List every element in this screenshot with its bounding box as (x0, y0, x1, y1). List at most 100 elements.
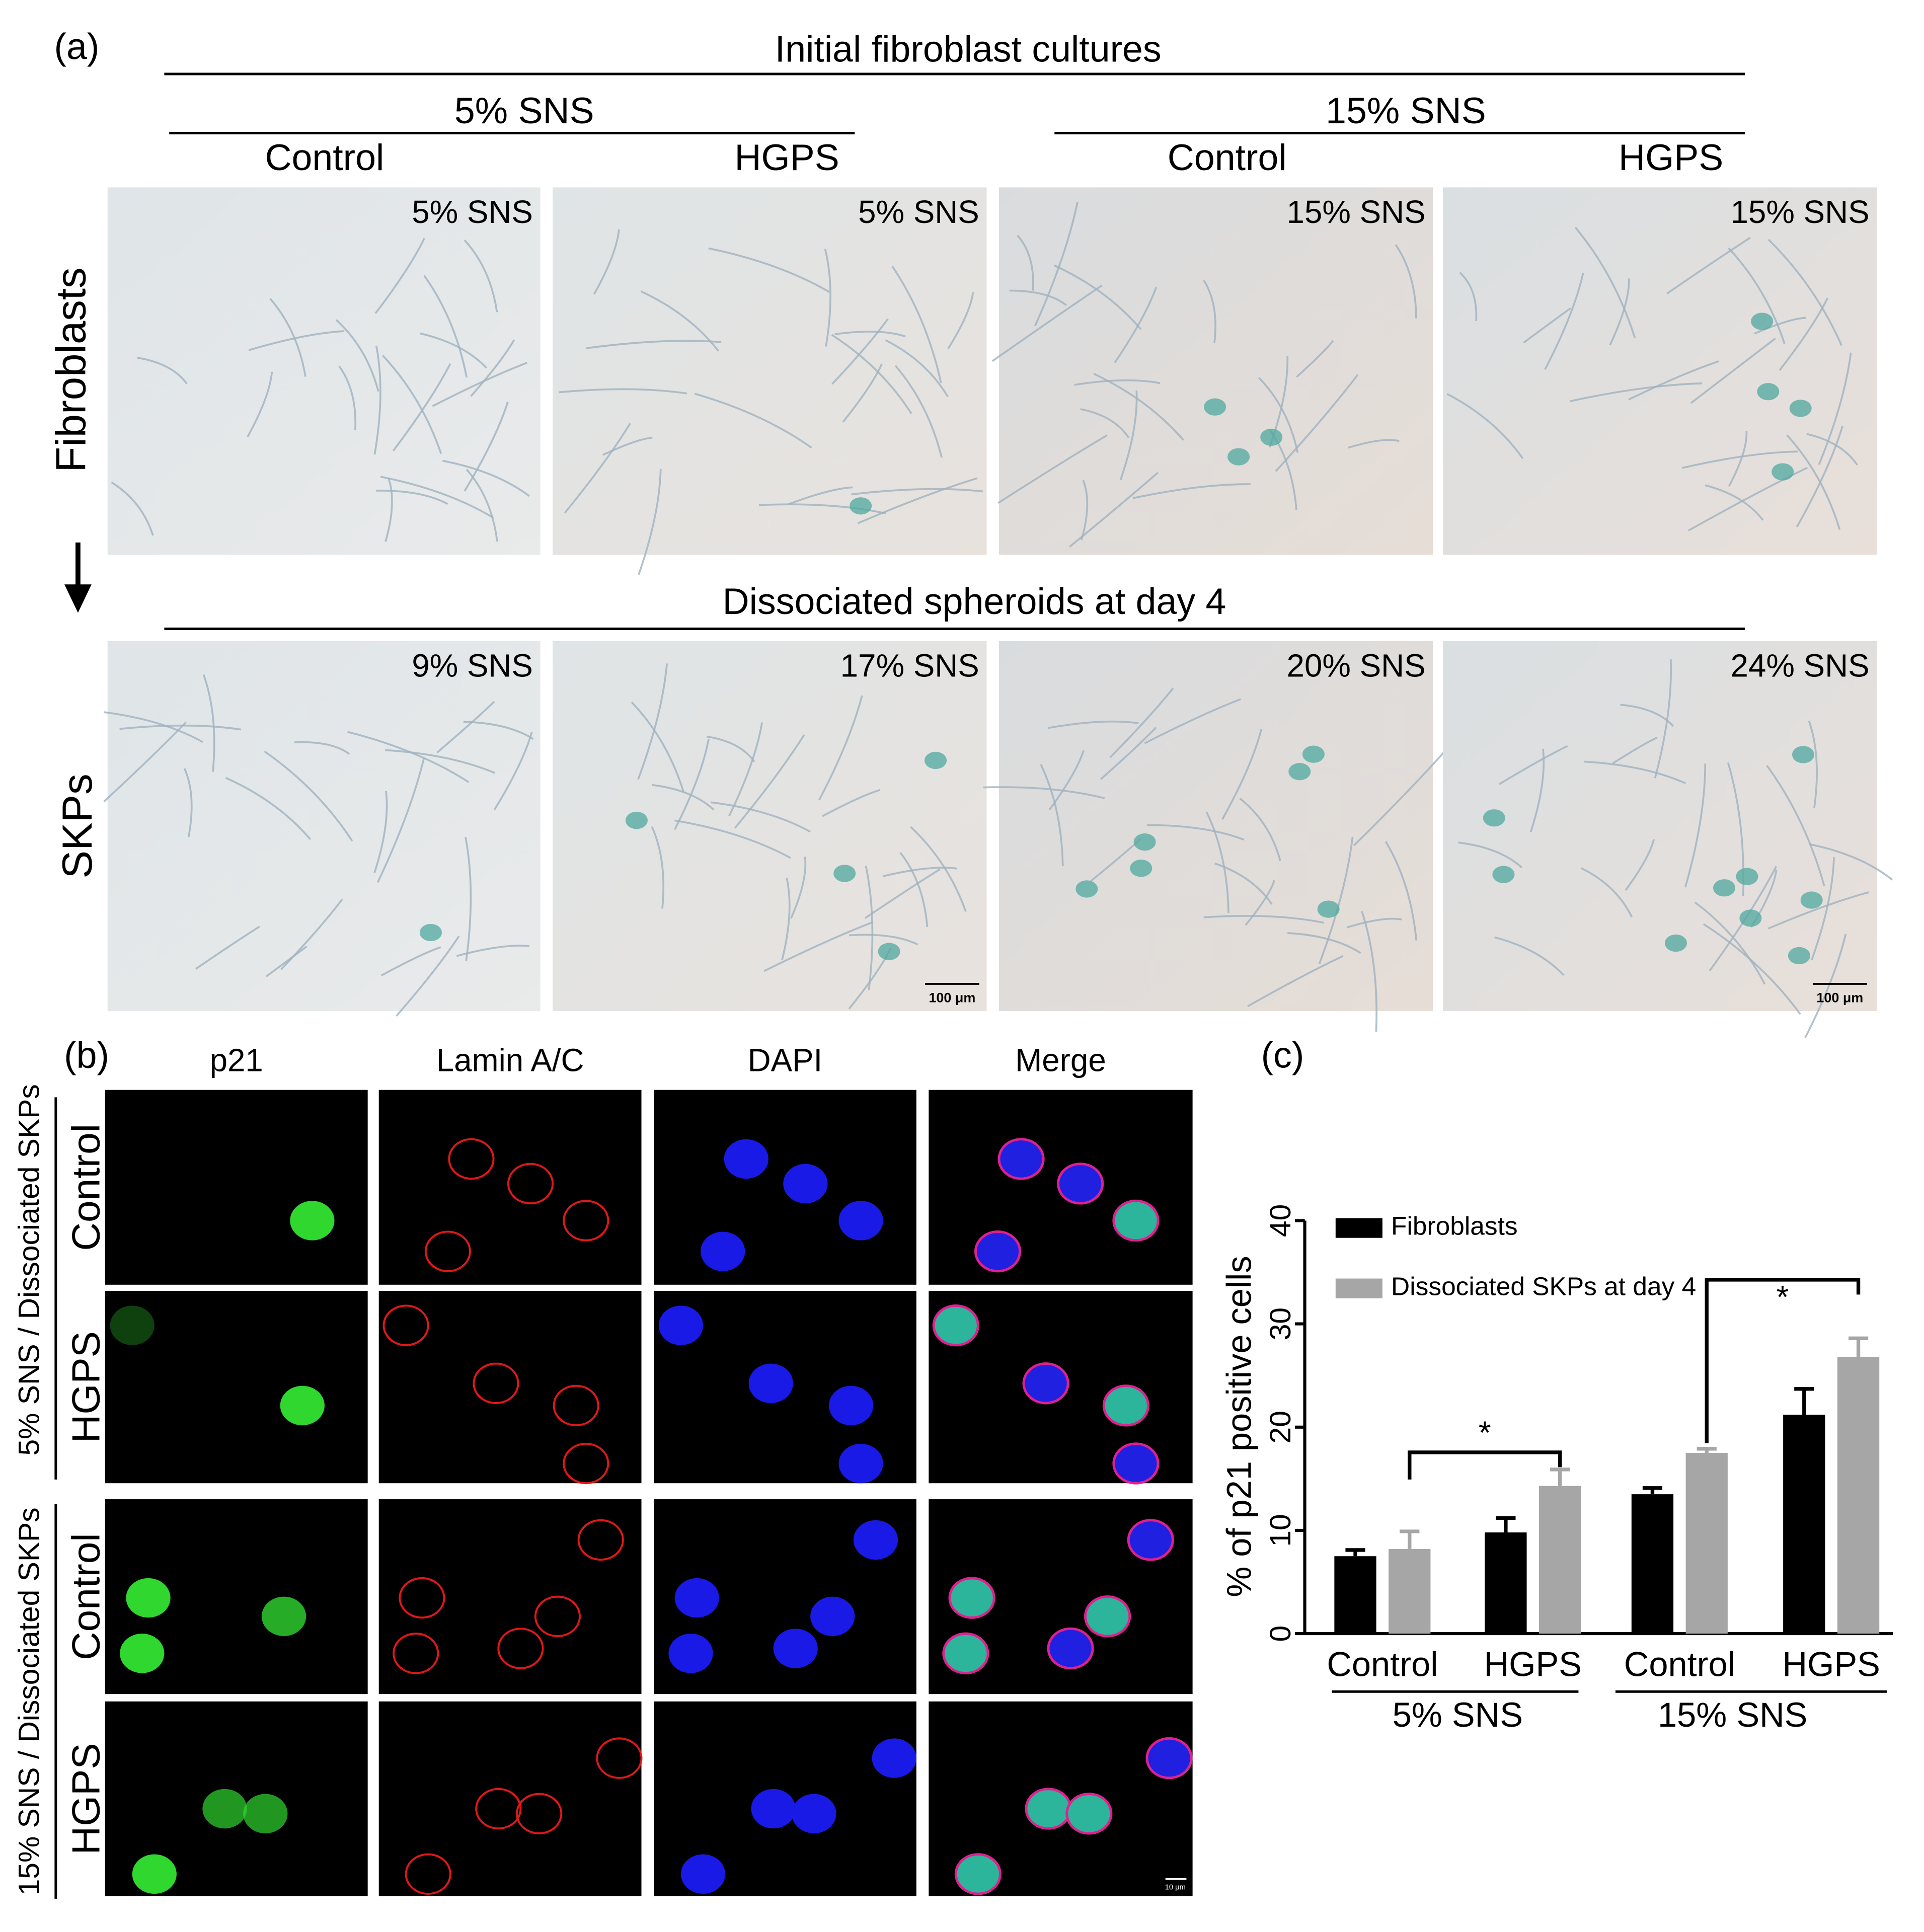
nucleus (507, 1163, 554, 1205)
cell (103, 721, 187, 803)
cell (119, 724, 242, 731)
nucleus (872, 1738, 916, 1778)
nucleus (405, 1853, 451, 1895)
cell (1688, 467, 1808, 531)
cell (1048, 720, 1139, 729)
stained-cell (1075, 880, 1098, 898)
nucleus (674, 1578, 719, 1618)
nucleus (534, 1595, 581, 1637)
cell (1767, 891, 1870, 930)
cell (1609, 278, 1630, 346)
cell (103, 711, 204, 743)
panel-title: Initial fibroblast cultures (775, 28, 1162, 69)
cell (947, 292, 974, 349)
cell (851, 488, 983, 496)
nucleus (1022, 1362, 1069, 1405)
cell (710, 801, 811, 833)
cell (1074, 379, 1161, 386)
cell (1258, 377, 1299, 453)
cell (763, 921, 874, 972)
y-tick-label: 0 (1264, 1626, 1297, 1642)
cell (376, 758, 425, 883)
cell (1296, 340, 1334, 378)
nucleus (1127, 1519, 1174, 1561)
image-label: 24% SNS (1731, 648, 1870, 684)
cell (674, 738, 710, 830)
stained-cell (1792, 746, 1815, 763)
column-label: Control (1168, 136, 1287, 178)
nucleus (1084, 1595, 1131, 1638)
panel-label: (a) (54, 25, 100, 67)
stained-cell (1260, 428, 1283, 446)
cell (790, 857, 807, 919)
cell (1580, 867, 1633, 918)
column-label: Merge (1015, 1043, 1106, 1078)
bar (1334, 1556, 1376, 1634)
stained-cell (1772, 463, 1794, 481)
cell (831, 318, 889, 385)
cell (396, 936, 460, 1017)
cell (247, 371, 273, 437)
nucleus (853, 1520, 898, 1560)
cell (202, 674, 215, 772)
cell (1384, 841, 1418, 941)
cell (264, 750, 353, 842)
stained-cell (850, 497, 872, 515)
cell (1727, 247, 1786, 344)
bar (1539, 1486, 1581, 1634)
group-label: 5% SNS (1393, 1695, 1523, 1734)
cell (899, 852, 929, 928)
cell (1705, 484, 1764, 521)
cell (1144, 698, 1241, 744)
cell (1498, 745, 1568, 785)
panel-subtitle: Dissociated spheroids at day 4 (723, 580, 1226, 622)
cell (1529, 748, 1545, 832)
cell (864, 868, 941, 919)
legend-swatch (1335, 1218, 1382, 1238)
nucleus (948, 1577, 995, 1619)
fluorescence-image (378, 1291, 642, 1484)
cell (708, 247, 830, 293)
nucleus (773, 1629, 818, 1668)
row-label: SKPs (54, 774, 101, 878)
cell (374, 238, 425, 314)
cell (1053, 264, 1142, 330)
bar (1685, 1453, 1728, 1634)
row-label: HGPS (64, 1331, 108, 1443)
cell (384, 478, 393, 542)
micrograph (998, 641, 1433, 1011)
cell (1754, 317, 1806, 335)
cell (631, 701, 685, 793)
cell (728, 722, 763, 817)
cell (818, 695, 863, 801)
bar (1389, 1549, 1431, 1634)
cell (420, 332, 488, 369)
cell (1684, 763, 1707, 888)
cell (1348, 439, 1400, 449)
cell (564, 423, 631, 514)
nucleus (810, 1596, 855, 1637)
nucleus (382, 1304, 429, 1346)
nucleus (280, 1385, 325, 1426)
cell (638, 469, 662, 575)
nucleus (932, 1304, 979, 1347)
y-tick-label: 20 (1264, 1411, 1297, 1443)
nucleus (783, 1164, 828, 1204)
fluorescence-image (378, 1499, 642, 1694)
cell (1109, 687, 1174, 758)
cell (706, 735, 755, 762)
cell (1796, 425, 1843, 527)
nucleus (563, 1200, 609, 1242)
fluorescence-image (105, 1291, 368, 1484)
cell (382, 355, 442, 454)
nucleus (1112, 1442, 1160, 1485)
significance-bracket (1408, 1450, 1562, 1480)
image-label: 17% SNS (840, 648, 979, 684)
nucleus (974, 1230, 1022, 1273)
cell (891, 265, 942, 383)
cell (373, 791, 388, 874)
nucleus (680, 1854, 726, 1894)
cell (1275, 374, 1359, 472)
cell (997, 434, 1108, 504)
